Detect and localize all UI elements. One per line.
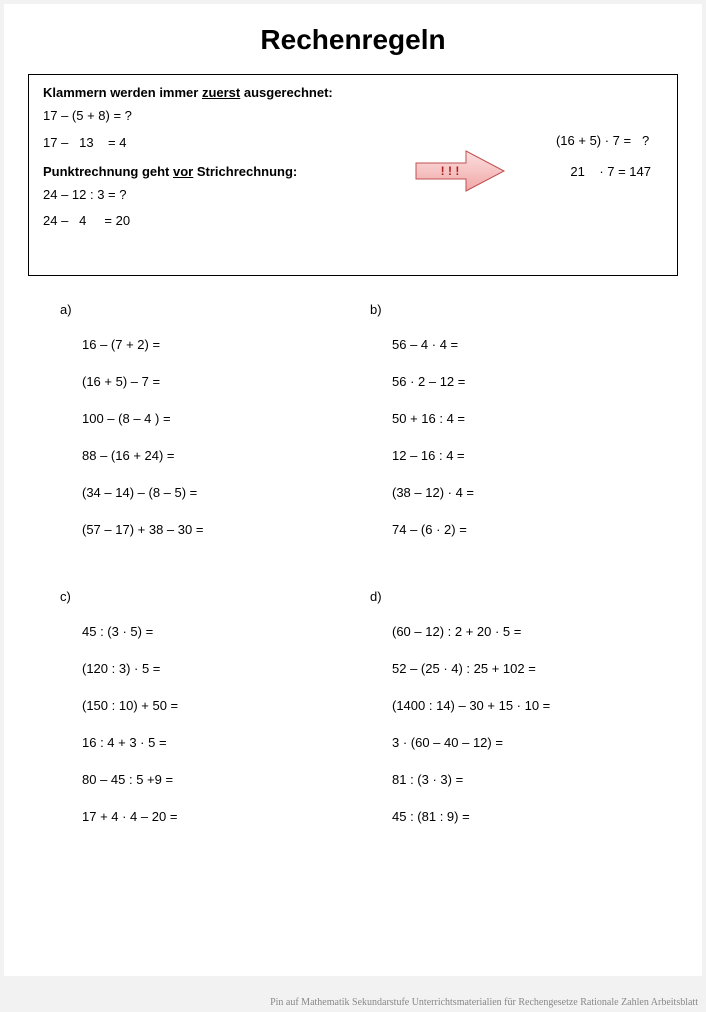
exercises-grid: a) 16 – (7 + 2) = (16 + 5) – 7 = 100 – (8 –… xyxy=(28,302,678,846)
arrow-label: ! ! ! xyxy=(441,164,460,178)
rule1-underline: zuerst xyxy=(202,85,240,100)
problem: 74 – (6 · 2) = xyxy=(358,522,658,537)
problem: 17 + 4 · 4 – 20 = xyxy=(48,809,348,824)
column-label: c) xyxy=(48,589,348,604)
column-label: b) xyxy=(358,302,658,317)
rule-heading-2: Punktrechnung geht vor Strichrechnung: xyxy=(43,164,363,179)
rule1-line-a: 17 – (5 + 8) = ? xyxy=(43,106,363,127)
rule-heading-1: Klammern werden immer zuerst ausgerechne… xyxy=(43,85,363,100)
problem: 16 : 4 + 3 · 5 = xyxy=(48,735,348,750)
problem: (38 – 12) · 4 = xyxy=(358,485,658,500)
problem: 80 – 45 : 5 +9 = xyxy=(48,772,348,787)
problem: 56 · 2 – 12 = xyxy=(358,374,658,389)
rule2-pre: Punktrechnung geht xyxy=(43,164,173,179)
worksheet-page: Rechenregeln Klammern werden immer zuers… xyxy=(4,4,702,976)
page-title: Rechenregeln xyxy=(28,24,678,56)
rule2-post: Strichrechnung: xyxy=(193,164,297,179)
rule1-pre: Klammern werden immer xyxy=(43,85,202,100)
problem: (16 + 5) – 7 = xyxy=(48,374,348,389)
rules-left: Klammern werden immer zuerst ausgerechne… xyxy=(43,85,363,232)
problem: 45 : (81 : 9) = xyxy=(358,809,658,824)
combined-line-a: (16 + 5) · 7 = ? xyxy=(556,131,651,152)
rule2-line-a: 24 – 12 : 3 = ? xyxy=(43,185,363,206)
rule1-post: ausgerechnet: xyxy=(240,85,332,100)
problem: 45 : (3 · 5) = xyxy=(48,624,348,639)
exercise-column: b) 56 – 4 · 4 = 56 · 2 – 12 = 50 + 16 : 4 =… xyxy=(358,302,658,559)
problem: (34 – 14) – (8 – 5) = xyxy=(48,485,348,500)
exercise-column: a) 16 – (7 + 2) = (16 + 5) – 7 = 100 – (8 –… xyxy=(48,302,348,559)
problem: (150 : 10) + 50 = xyxy=(48,698,348,713)
exercise-column: c) 45 : (3 · 5) = (120 : 3) · 5 = (150 : 10… xyxy=(48,589,348,846)
attention-arrow: ! ! ! xyxy=(414,149,506,196)
rule1-line-b: 17 – 13 = 4 xyxy=(43,133,363,154)
rules-right: (16 + 5) · 7 = ? 21 · 7 = 147 xyxy=(556,131,651,193)
problem: (120 : 3) · 5 = xyxy=(48,661,348,676)
problem: (57 – 17) + 38 – 30 = xyxy=(48,522,348,537)
column-label: d) xyxy=(358,589,658,604)
combined-line-b: 21 · 7 = 147 xyxy=(556,162,651,183)
rule2-line-b: 24 – 4 = 20 xyxy=(43,211,363,232)
problem: 50 + 16 : 4 = xyxy=(358,411,658,426)
problem: 16 – (7 + 2) = xyxy=(48,337,348,352)
problem: 56 – 4 · 4 = xyxy=(358,337,658,352)
caption-text: Pin auf Mathematik Sekundarstufe Unterri… xyxy=(270,997,698,1008)
problem: 52 – (25 · 4) : 25 + 102 = xyxy=(358,661,658,676)
rule2-underline: vor xyxy=(173,164,193,179)
problem: (60 – 12) : 2 + 20 · 5 = xyxy=(358,624,658,639)
problem: 88 – (16 + 24) = xyxy=(48,448,348,463)
problem: (1400 : 14) – 30 + 15 · 10 = xyxy=(358,698,658,713)
arrow-icon: ! ! ! xyxy=(414,149,506,193)
problem: 12 – 16 : 4 = xyxy=(358,448,658,463)
rules-box: Klammern werden immer zuerst ausgerechne… xyxy=(28,74,678,276)
exercise-column: d) (60 – 12) : 2 + 20 · 5 = 52 – (25 · 4) … xyxy=(358,589,658,846)
problem: 100 – (8 – 4 ) = xyxy=(48,411,348,426)
problem: 3 · (60 – 40 – 12) = xyxy=(358,735,658,750)
problem: 81 : (3 · 3) = xyxy=(358,772,658,787)
column-label: a) xyxy=(48,302,348,317)
